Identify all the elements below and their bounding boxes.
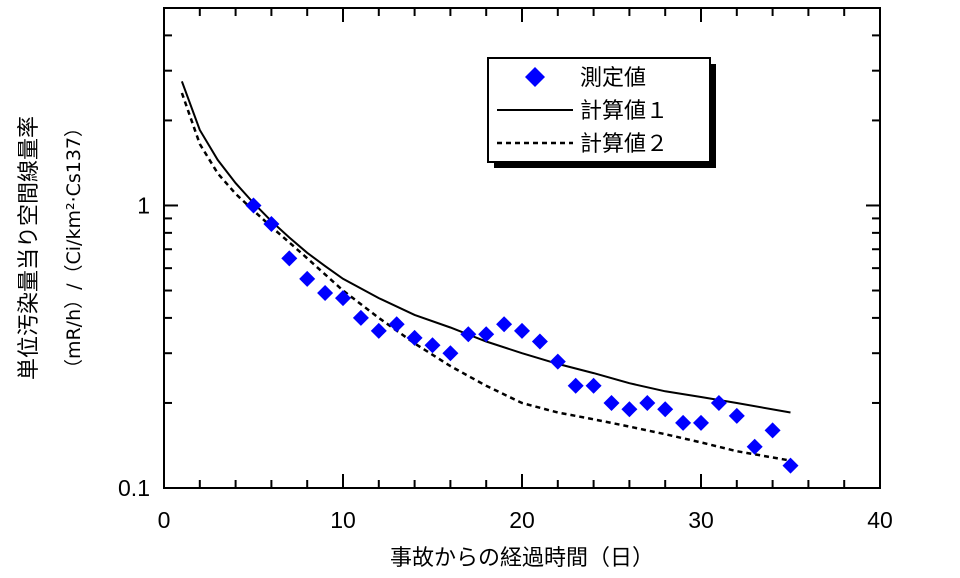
data-point-measured bbox=[245, 197, 262, 214]
data-point-measured bbox=[352, 309, 369, 326]
data-point-measured bbox=[442, 345, 459, 362]
data-point-measured bbox=[782, 457, 799, 474]
data-point-measured bbox=[299, 270, 316, 287]
data-point-measured bbox=[281, 250, 298, 267]
data-point-measured bbox=[746, 438, 763, 455]
legend: 測定値 計算値１ 計算値２ bbox=[487, 57, 716, 168]
legend-label-measured: 測定値 bbox=[580, 66, 646, 91]
data-point-measured bbox=[388, 316, 405, 333]
data-point-measured bbox=[764, 422, 781, 439]
y-tick-label: 0.1 bbox=[118, 475, 150, 501]
data-point-measured bbox=[335, 290, 351, 307]
y-tick-label: 1 bbox=[137, 192, 150, 218]
data-point-measured bbox=[531, 333, 548, 350]
data-point-measured bbox=[639, 394, 656, 411]
axis-ticks bbox=[163, 7, 881, 489]
data-point-measured bbox=[675, 414, 692, 431]
data-point-measured bbox=[317, 285, 334, 302]
data-point-measured bbox=[424, 337, 441, 354]
legend-label-calc1: 計算値１ bbox=[580, 99, 668, 124]
data-point-measured bbox=[621, 401, 638, 418]
x-tick-label: 10 bbox=[330, 507, 356, 533]
x-axis-title: 事故からの経過時間（日） bbox=[390, 546, 654, 571]
data-point-measured bbox=[657, 401, 674, 418]
data-point-measured bbox=[478, 326, 495, 343]
data-point-measured bbox=[263, 215, 280, 232]
x-tick-label: 30 bbox=[688, 507, 714, 533]
data-point-measured bbox=[549, 353, 566, 370]
data-point-measured bbox=[603, 394, 620, 411]
data-point-measured bbox=[370, 322, 387, 339]
data-point-measured bbox=[693, 414, 709, 431]
data-point-measured bbox=[728, 407, 745, 424]
x-tick-label: 0 bbox=[158, 507, 171, 533]
data-point-measured bbox=[567, 377, 584, 394]
x-tick-label: 20 bbox=[509, 507, 535, 533]
data-point-measured bbox=[406, 329, 423, 346]
data-point-measured bbox=[460, 326, 477, 343]
series-points bbox=[245, 197, 799, 474]
x-tick-label: 40 bbox=[867, 507, 893, 533]
legend-label-calc2: 計算値２ bbox=[580, 132, 668, 157]
data-point-measured bbox=[514, 322, 530, 339]
y-axis-title: 単位汚染量当り空間線量率 bbox=[17, 116, 42, 380]
legend-marker-diamond bbox=[525, 67, 545, 87]
tick-labels: 0 10 20 30 40 0.1 1 bbox=[118, 192, 893, 533]
data-point-measured bbox=[496, 316, 513, 333]
y-axis-unit: （mR/h）/（Ci/km²·Cs137） bbox=[63, 118, 85, 378]
series-line-calc1 bbox=[180, 81, 791, 414]
data-point-measured bbox=[710, 394, 727, 411]
data-point-measured bbox=[585, 377, 602, 394]
